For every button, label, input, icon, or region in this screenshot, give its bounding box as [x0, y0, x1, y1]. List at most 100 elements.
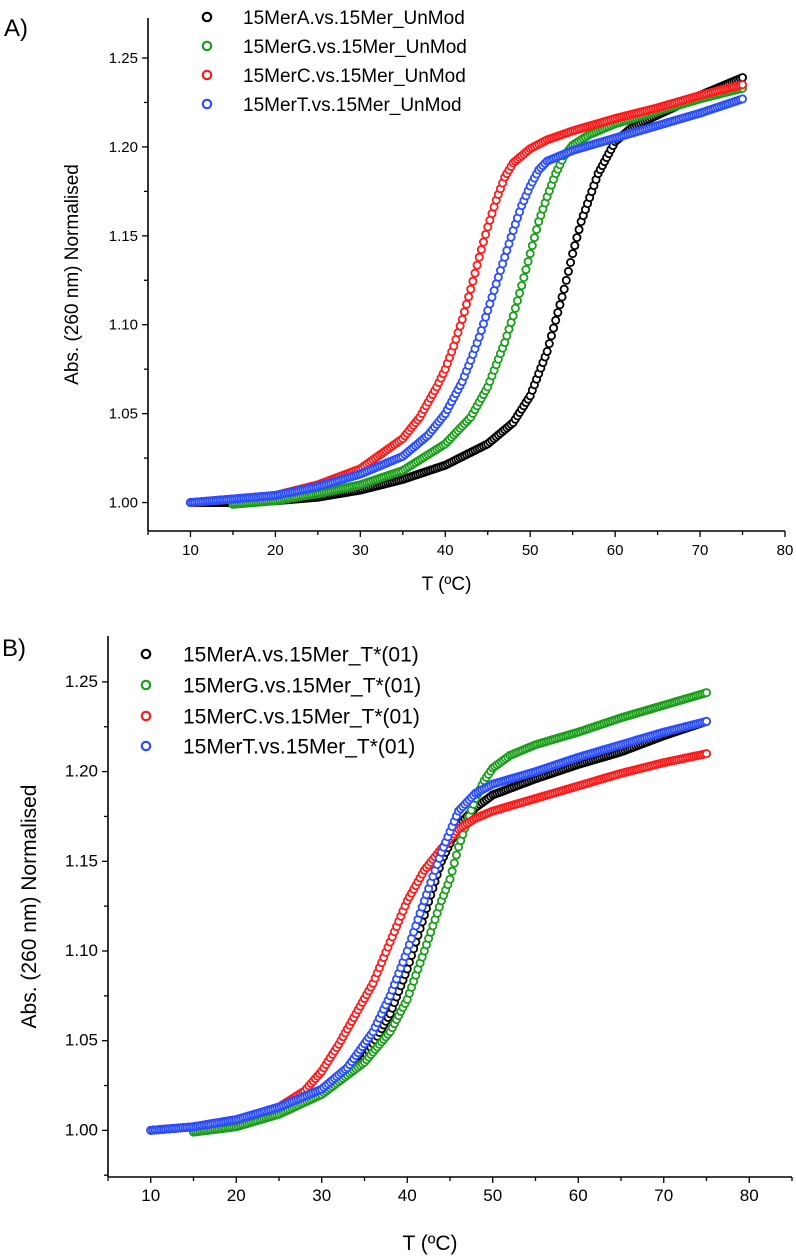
data-marker — [561, 275, 571, 285]
data-marker — [478, 237, 488, 247]
series-15MerT.vs.15Mer_UnMod — [185, 94, 748, 508]
x-axis-label: T (ºC) — [402, 1232, 457, 1255]
legend-label: 15MerT.vs.15Mer_UnMod — [243, 95, 462, 116]
x-axis-label: T (ºC) — [422, 574, 472, 595]
legend-marker — [140, 679, 152, 691]
x-tick-label: 40 — [398, 1186, 417, 1205]
data-marker — [551, 315, 561, 325]
data-marker — [472, 260, 482, 270]
x-tick-label: 20 — [267, 542, 284, 559]
y-tick-label: 1.05 — [65, 1031, 98, 1050]
y-tick-label: 1.00 — [109, 495, 138, 512]
legend-marker — [201, 69, 213, 81]
data-marker — [470, 268, 480, 278]
data-point — [457, 314, 467, 324]
data-marker — [459, 307, 469, 317]
data-point — [474, 252, 484, 262]
legend-marker — [201, 98, 213, 110]
data-marker — [515, 288, 525, 298]
x-tick-label: 60 — [569, 1186, 588, 1205]
data-marker — [549, 323, 559, 333]
chart-panel-b: B) 10 20 30 40 50 60 70 80 1.00 1.05 1.10 1.15 1.20 1.… — [2, 635, 793, 1255]
x-tick-label: 40 — [437, 542, 454, 559]
legend: 15MerA.vs.15Mer_T*(01) 15MerG.vs.15Mer_T*… — [140, 644, 421, 759]
y-tick-label: 1.25 — [109, 50, 138, 67]
x-tick-label: 30 — [352, 542, 369, 559]
data-marker — [519, 273, 529, 283]
legend-marker — [201, 11, 213, 23]
data-marker — [572, 233, 582, 243]
x-tick-label: 70 — [654, 1186, 673, 1205]
data-marker — [461, 299, 471, 309]
data-marker — [553, 308, 563, 318]
legend-marker — [201, 40, 213, 52]
data-point — [517, 281, 527, 291]
y-tick-label: 1.10 — [65, 941, 98, 960]
data-marker — [555, 300, 565, 310]
data-marker — [451, 850, 461, 860]
series-15MerT.vs.15Mer_T*(01) — [146, 716, 712, 1135]
panel-label: B) — [2, 635, 26, 662]
chart-panel-a: A) 10 20 30 40 50 60 70 80 1.00 1.05 1.10 1.15 1.20 1.… — [4, 8, 793, 595]
x-tick-label: 10 — [141, 1186, 160, 1205]
legend: 15MerA.vs.15Mer_UnMod 15MerG.vs.15Mer_UnM… — [201, 8, 467, 116]
legend-label: 15MerT.vs.15Mer_T*(01) — [183, 736, 415, 759]
legend-label: 15MerA.vs.15Mer_T*(01) — [183, 644, 419, 667]
data-marker — [512, 296, 522, 306]
data-point — [559, 284, 569, 294]
data-marker — [527, 241, 537, 251]
x-tick-label: 20 — [227, 1186, 246, 1205]
data-marker — [510, 303, 520, 313]
data-point — [445, 874, 455, 884]
y-axis-label: Abs. (260 nm) Normalised — [18, 785, 41, 1029]
data-marker — [544, 339, 554, 349]
data-point — [738, 73, 748, 83]
data-point — [542, 346, 552, 356]
legend-marker — [140, 710, 152, 722]
y-tick-label: 1.15 — [65, 851, 98, 870]
data-marker — [563, 266, 573, 276]
y-axis-label: Abs. (260 nm) Normalised — [62, 164, 83, 385]
data-marker — [521, 265, 531, 275]
data-point — [702, 716, 712, 726]
y-tick-label: 1.20 — [65, 762, 98, 781]
x-tick-label: 50 — [522, 542, 539, 559]
x-tick-label: 80 — [740, 1186, 759, 1205]
legend-label: 15MerC.vs.15Mer_T*(01) — [183, 706, 420, 729]
y-tick-label: 1.15 — [109, 228, 138, 245]
data-marker — [468, 276, 478, 286]
x-tick-label: 80 — [777, 542, 794, 559]
data-point — [702, 688, 712, 698]
data-point — [568, 249, 578, 259]
data-marker — [566, 257, 576, 267]
series-15MerC.vs.15Mer_UnMod — [185, 80, 748, 508]
x-tick-label: 70 — [692, 542, 709, 559]
legend-label: 15MerA.vs.15Mer_UnMod — [243, 8, 465, 29]
data-marker — [464, 292, 474, 302]
data-marker — [449, 858, 459, 868]
x-tick-label: 60 — [607, 542, 624, 559]
data-point — [738, 94, 748, 104]
data-marker — [532, 225, 542, 235]
data-marker — [481, 229, 491, 239]
data-marker — [570, 241, 580, 251]
data-point — [508, 311, 518, 321]
legend-label: 15MerG.vs.15Mer_T*(01) — [183, 675, 421, 698]
data-marker — [557, 292, 567, 302]
data-marker — [523, 257, 533, 267]
data-point — [738, 80, 748, 90]
y-tick-label: 1.20 — [109, 139, 138, 156]
data-marker — [574, 225, 584, 235]
data-marker — [546, 331, 556, 341]
x-tick-label: 30 — [312, 1186, 331, 1205]
legend-marker — [140, 648, 152, 660]
y-tick-label: 1.05 — [109, 406, 138, 423]
y-tick-label: 1.00 — [65, 1120, 98, 1139]
y-tick-label: 1.10 — [109, 317, 138, 334]
data-marker — [529, 233, 539, 243]
data-marker — [476, 245, 486, 255]
data-point — [525, 249, 535, 259]
data-point — [466, 284, 476, 294]
legend-label: 15MerG.vs.15Mer_UnMod — [243, 37, 467, 58]
